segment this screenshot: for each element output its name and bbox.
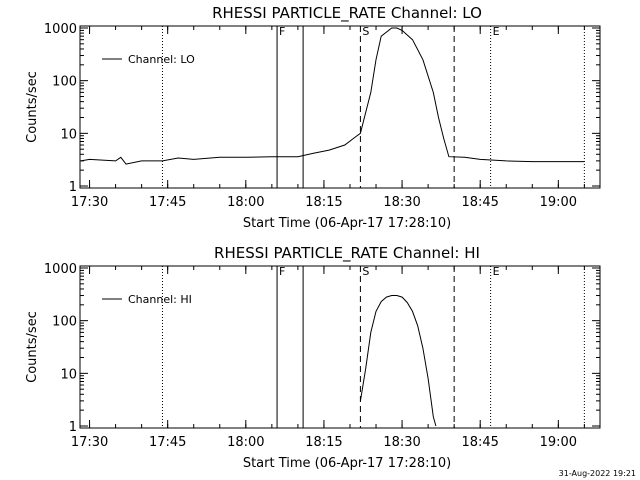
marker-label-hi: S [362,265,369,278]
x-tick-label-hi: 18:45 [461,435,498,450]
x-tick-label-hi: 17:30 [71,435,108,450]
x-axis-label-lo: Start Time (06-Apr-17 17:28:10) [243,216,451,231]
y-tick-label-hi: 1 [69,420,77,435]
date-stamp: 31-Aug-2022 19:21 [559,469,636,478]
x-tick-label-hi: 18:30 [383,435,420,450]
x-tick-label-hi: 18:15 [305,435,342,450]
y-axis-label-hi: Counts/sec [25,311,40,383]
y-tick-label-lo: 100 [52,75,77,90]
y-tick-label-hi: 100 [52,315,77,330]
chart-panel-hi: RHESSI PARTICLE_RATE Channel: HI 1101001… [25,244,601,471]
y-tick-label-hi: 1000 [44,262,77,277]
legend-label-hi: Channel: HI [128,293,192,306]
series-line-hi [359,295,437,427]
x-tick-label-hi: 17:45 [149,435,186,450]
plot-frame-lo [79,25,601,189]
x-tick-label-lo: 17:45 [149,195,186,210]
x-tick-label-lo: 18:00 [227,195,264,210]
chart-title-lo: RHESSI PARTICLE_RATE Channel: LO [212,4,482,23]
marker-label-lo: S [362,25,369,38]
x-tick-label-lo: 18:30 [383,195,420,210]
y-axis-label-lo: Counts/sec [25,71,40,143]
marker-label-lo: F [279,25,285,38]
chart-title-hi: RHESSI PARTICLE_RATE Channel: HI [214,244,480,263]
x-tick-label-lo: 18:15 [305,195,342,210]
x-tick-label-lo: 19:00 [540,195,577,210]
marker-label-hi: E [493,265,500,278]
plot-frame-hi [79,265,601,429]
series-line-lo [80,27,585,165]
x-axis-label-hi: Start Time (06-Apr-17 17:28:10) [243,456,451,471]
marker-label-hi: F [279,265,285,278]
y-tick-label-lo: 1000 [44,22,77,37]
x-tick-label-hi: 18:00 [227,435,264,450]
chart-panel-lo: RHESSI PARTICLE_RATE Channel: LO 1101001… [25,4,601,231]
x-tick-label-lo: 17:30 [71,195,108,210]
plot-area-lo: 1 10 100 1000 17:30 17:45 18:00 18:15 18:30 18:45… [44,22,600,210]
y-tick-label-hi: 10 [60,367,77,382]
marker-label-lo: E [493,25,500,38]
y-tick-label-lo: 1 [69,180,77,195]
x-tick-label-hi: 19:00 [540,435,577,450]
y-tick-label-lo: 10 [60,127,77,142]
plot-area-hi: 1 10 100 1000 17:30 17:45 18:00 18:15 18:30 18:45… [44,262,600,450]
x-tick-label-lo: 18:45 [461,195,498,210]
legend-label-lo: Channel: LO [128,53,195,66]
